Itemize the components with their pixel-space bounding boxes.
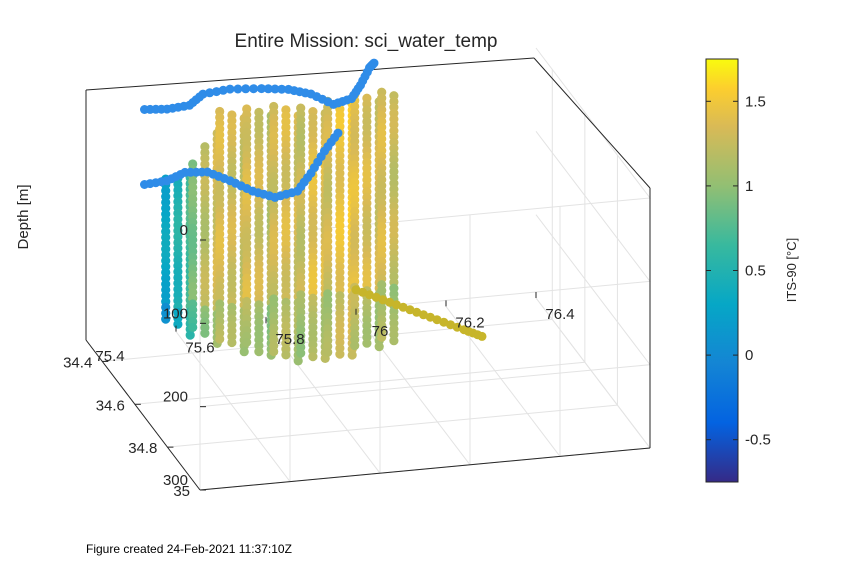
bottom-track-point (432, 315, 442, 325)
surface-track-point (241, 84, 251, 94)
profile-point (350, 341, 360, 351)
frame-y-axis (85, 339, 201, 491)
surface-track-point (198, 89, 208, 99)
figure-footer: Figure created 24-Feb-2021 11:37:10Z (86, 542, 292, 556)
colorbar-tick-label: 1 (745, 178, 753, 195)
surface-track-point (257, 84, 266, 94)
lower-track-point (333, 128, 343, 138)
surface-track-point (205, 88, 215, 98)
frame-top-back (85, 57, 535, 91)
bottom-track-point (412, 307, 422, 317)
y-tick-label: 34.8 (128, 440, 157, 457)
profile-point (308, 352, 318, 362)
frame-x-axis (199, 447, 651, 491)
x-tick-label: 75.4 (95, 348, 124, 365)
bottom-track-point (371, 292, 381, 302)
surface-track-point (249, 84, 259, 94)
profile-point (335, 349, 345, 359)
bottom-track-point (358, 287, 368, 297)
profile-point (185, 330, 195, 340)
surface-track-point (270, 84, 280, 94)
surface-track-point (212, 87, 221, 97)
y-tick-label: 34.6 (96, 397, 125, 414)
surface-track-point (225, 84, 235, 94)
profile-point (269, 346, 279, 357)
profile-point (239, 347, 249, 357)
profile-point (389, 336, 399, 346)
profile-point (347, 350, 357, 360)
profile-point (362, 338, 372, 348)
surface-track-point (218, 85, 228, 95)
colorbar-tick-label: -0.5 (745, 432, 771, 449)
profile-point (188, 322, 198, 332)
chart-title: Entire Mission: sci_water_temp (235, 31, 498, 52)
z-axis-label: Depth [m] (15, 184, 32, 249)
profile-point (242, 337, 252, 347)
colorbar-tick-label: 0.5 (745, 263, 766, 280)
grid-line-y-floor (167, 404, 618, 448)
bottom-track-point (419, 310, 428, 320)
z-tick-label: 0 (180, 222, 188, 239)
surface-track-point (233, 84, 243, 94)
z-tick-label: 300 (163, 472, 188, 489)
surface-track-point (369, 58, 379, 68)
x-tick-label: 76.4 (545, 306, 574, 323)
bottom-track-point (452, 322, 462, 332)
profile-point (254, 347, 264, 357)
colorbar-label: ITS-90 [°C] (784, 238, 799, 302)
x-tick-label: 75.6 (185, 340, 214, 357)
x-tick-label: 76.2 (455, 314, 484, 331)
bottom-track-point (477, 331, 487, 341)
colorbar-ticks: 1.5 1 0.5 0 -0.5 (706, 93, 771, 449)
profile-point (374, 342, 384, 352)
profile-point (296, 348, 306, 358)
side-panel (534, 58, 650, 448)
x-tick-label: 75.8 (275, 331, 304, 348)
z-tick-label: 200 (163, 389, 188, 406)
profile-point (293, 356, 303, 366)
colorbar: 1.5 1 0.5 0 -0.5 ITS-90 [°C] (705, 58, 799, 483)
ticks-layer: 75.4 75.6 75.8 76 76.2 76.4 34.4 34.6 34.8 35 0 100… (63, 222, 575, 500)
profile-point (323, 347, 333, 357)
surface-track-point (263, 84, 273, 94)
grid-line-x-floor (175, 331, 291, 482)
profile-point (227, 337, 237, 348)
profile-point (377, 332, 387, 342)
bottom-track-point (398, 302, 408, 312)
colorbar-tick-label: 0 (745, 347, 753, 364)
colorbar-tick-label: 1.5 (745, 93, 766, 110)
frame-top-right (533, 57, 651, 189)
x-tick-label: 76 (372, 323, 389, 340)
y-tick-label: 35 (173, 483, 190, 500)
bottom-track-point (385, 297, 395, 307)
grid-line-y-floor (134, 361, 585, 405)
colorbar-gradient (705, 58, 739, 483)
profile-point (200, 328, 210, 338)
y-tick-label: 34.4 (63, 354, 92, 371)
profile-point (215, 334, 225, 344)
surface-track-point (277, 84, 287, 94)
profile-point (281, 350, 291, 360)
data-layer (140, 58, 487, 366)
z-tick-label: 100 (163, 305, 188, 322)
profile-point (161, 314, 171, 324)
